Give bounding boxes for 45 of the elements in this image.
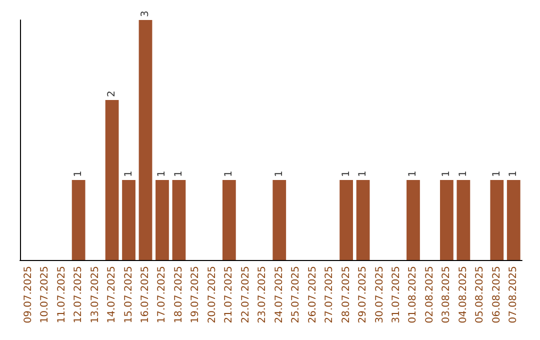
- data-label: 1: [156, 170, 168, 177]
- x-tick-label: 23.07.2025: [257, 266, 268, 324]
- x-tick-label: 06.08.2025: [491, 266, 502, 324]
- x-tick-label: 26.07.2025: [307, 266, 318, 324]
- x-tick-label: 12.07.2025: [73, 266, 84, 324]
- x-tick-label: 13.07.2025: [90, 266, 101, 324]
- x-tick-label: 22.07.2025: [240, 266, 252, 324]
- x-tick-label: 11.07.2025: [56, 266, 68, 324]
- data-label: 1: [508, 170, 520, 177]
- data-label: 1: [73, 170, 84, 177]
- x-tick-label: 04.08.2025: [458, 266, 469, 324]
- x-tick-label: 03.08.2025: [441, 266, 452, 324]
- x-tick-label: 14.07.2025: [106, 266, 118, 324]
- x-tick-label: 17.07.2025: [156, 266, 168, 324]
- x-tick-label: 27.07.2025: [324, 266, 336, 324]
- x-tick-label: 10.07.2025: [40, 266, 51, 324]
- x-tick-label: 18.07.2025: [173, 266, 184, 324]
- x-tick-label: 31.07.2025: [391, 266, 402, 324]
- data-label: 1: [408, 170, 419, 177]
- data-label: 1: [123, 170, 134, 177]
- data-label: 1: [173, 170, 184, 177]
- x-tick-label: 05.08.2025: [474, 266, 486, 324]
- x-tick-label: 28.07.2025: [340, 266, 352, 324]
- data-label: 1: [274, 170, 285, 177]
- x-tick-label: 09.07.2025: [22, 266, 34, 324]
- x-tick-label: 02.08.2025: [424, 266, 436, 324]
- data-label: 1: [358, 170, 369, 177]
- x-tick-label: 16.07.2025: [140, 266, 151, 324]
- data-label: 1: [340, 170, 352, 177]
- data-label: 1: [441, 170, 452, 177]
- data-label: 2: [106, 90, 118, 97]
- data-label: 1: [458, 170, 469, 177]
- data-label: 1: [224, 170, 235, 177]
- x-tick-label: 29.07.2025: [358, 266, 369, 324]
- x-tick-label: 21.07.2025: [224, 266, 235, 324]
- x-tick-label: 19.07.2025: [190, 266, 202, 324]
- x-tick-label: 25.07.2025: [290, 266, 302, 324]
- x-tick-label: 07.08.2025: [508, 266, 520, 324]
- x-tick-label: 15.07.2025: [123, 266, 134, 324]
- x-tick-label: 20.07.2025: [206, 266, 218, 324]
- data-label: 1: [491, 170, 502, 177]
- x-tick-label: 01.08.2025: [408, 266, 419, 324]
- x-tick-label: 24.07.2025: [274, 266, 285, 324]
- data-label: 3: [140, 10, 151, 17]
- x-tick-label: 30.07.2025: [374, 266, 386, 324]
